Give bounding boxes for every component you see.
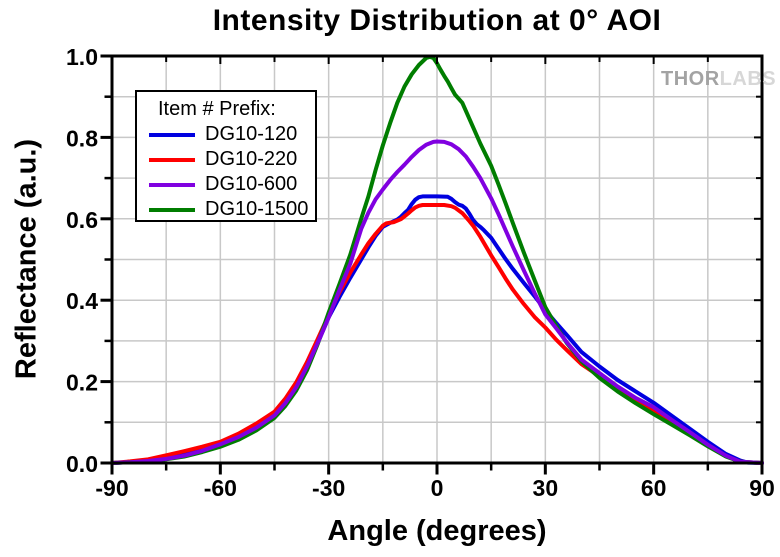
y-tick-label: 1.0	[66, 44, 98, 70]
thorlabs-logo-labs: LABS	[719, 68, 777, 90]
y-tick-label: 0.6	[66, 207, 98, 233]
legend-item: DG10-120	[137, 122, 315, 147]
legend-item-label: DG10-120	[205, 123, 298, 145]
x-tick-label: 30	[533, 475, 559, 501]
legend-item: DG10-600	[137, 172, 315, 197]
y-tick-label: 0.8	[66, 125, 98, 151]
legend-item: DG10-220	[137, 147, 315, 172]
y-tick-label: 0.2	[66, 370, 98, 396]
legend-item-label: DG10-1500	[205, 198, 309, 220]
x-tick-label: -30	[312, 475, 345, 501]
x-tick-label: -90	[95, 475, 128, 501]
thorlabs-watermark: THORLABS	[661, 68, 776, 91]
legend-item-label: DG10-600	[205, 173, 298, 195]
legend-line-sample-dg10-600	[149, 182, 195, 187]
chart-title: Intensity Distribution at 0° AOI	[212, 4, 662, 37]
x-tick-label: 60	[641, 475, 667, 501]
x-tick-label: 0	[431, 475, 444, 501]
y-tick-label: 0.0	[66, 451, 98, 477]
legend-item: DG10-1500	[137, 197, 315, 222]
legend-item-label: DG10-220	[205, 148, 298, 170]
legend-line-sample-dg10-120	[149, 132, 195, 137]
x-tick-label: 90	[749, 475, 775, 501]
series-line-dg10-600	[110, 139, 764, 465]
legend: Item # Prefix: DG10-120 DG10-220 DG10-60…	[135, 90, 317, 222]
x-axis-label: Angle (degrees)	[327, 515, 547, 547]
thorlabs-logo-thor: THOR	[661, 68, 720, 90]
plot-frame	[110, 54, 764, 465]
legend-line-sample-dg10-1500	[149, 207, 195, 212]
legend-title: Item # Prefix:	[158, 98, 276, 120]
x-tick-label: -60	[204, 475, 237, 501]
y-tick-label: 0.4	[66, 288, 98, 314]
legend-line-sample-dg10-220	[149, 157, 195, 162]
